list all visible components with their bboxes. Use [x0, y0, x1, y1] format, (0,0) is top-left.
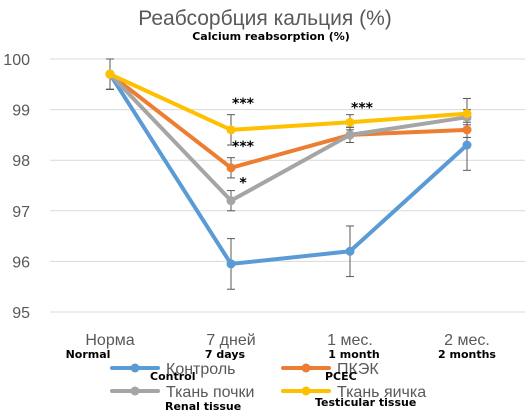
series-line-2	[108, 72, 469, 203]
legend-swatch-marker	[301, 386, 311, 396]
series-line-1	[108, 72, 469, 170]
x-tick-label: 1 мес.	[327, 332, 373, 349]
data-point	[462, 125, 472, 135]
y-tick-label: 100	[3, 52, 30, 69]
legend-label-en: Renal tissue	[165, 400, 241, 413]
x-tick-label-en: 1 month	[328, 348, 379, 361]
y-tick-label: 97	[12, 204, 30, 221]
x-tick-label: 2 мес.	[444, 332, 490, 349]
y-tick-label: 96	[12, 254, 30, 271]
series-line-3	[108, 72, 469, 132]
legend-label: Ткань почки	[166, 384, 254, 401]
legend-label: ПКЭК	[337, 361, 379, 378]
y-tick-label: 98	[12, 153, 30, 170]
significance-mark: ***	[232, 139, 255, 155]
series-lines	[108, 72, 469, 266]
legend-swatch-marker	[130, 363, 140, 373]
legend-label-en: Testicular tissue	[315, 396, 416, 409]
x-tick-label-en: 2 months	[438, 348, 496, 361]
legend-label-en: Control	[150, 370, 195, 383]
data-point	[345, 246, 355, 256]
data-point	[462, 140, 472, 150]
significance-mark: ***	[351, 100, 374, 116]
data-point	[226, 125, 236, 135]
y-tick-label: 99	[12, 103, 30, 120]
x-tick-label-en: 7 days	[205, 348, 246, 361]
legend-label: Ткань яичка	[337, 384, 426, 401]
x-tick-label: Норма	[85, 332, 134, 349]
x-axis-ticks: Норма 7 дней 1 мес. 2 мес. Normal 7 days 1 mon…	[66, 332, 497, 361]
data-point	[226, 196, 236, 206]
data-point	[462, 109, 472, 119]
legend-label-en: PCEC	[325, 370, 357, 383]
data-points	[105, 69, 472, 269]
annotations: **********	[232, 96, 374, 192]
y-tick-label: 95	[12, 305, 30, 322]
x-tick-label: 7 дней	[206, 332, 255, 349]
data-point	[345, 117, 355, 127]
legend-swatch-marker	[130, 386, 140, 396]
series-line-0	[108, 72, 469, 266]
chart-title: Реабсорбция кальция (%)	[138, 7, 391, 30]
significance-mark: ***	[232, 96, 255, 112]
data-point	[226, 163, 236, 173]
grid	[50, 58, 525, 313]
legend-label: Контроль	[166, 361, 236, 378]
significance-mark: *	[239, 176, 247, 192]
chart-subtitle: Calcium reabsorption (%)	[192, 30, 350, 43]
error-bars	[106, 58, 471, 290]
y-axis-ticks: 95 96 97 98 99 100	[3, 52, 30, 322]
data-point	[105, 69, 115, 79]
x-tick-label-en: Normal	[66, 348, 111, 361]
data-point	[226, 259, 236, 269]
data-point	[345, 130, 355, 140]
legend-swatch-marker	[301, 363, 311, 373]
